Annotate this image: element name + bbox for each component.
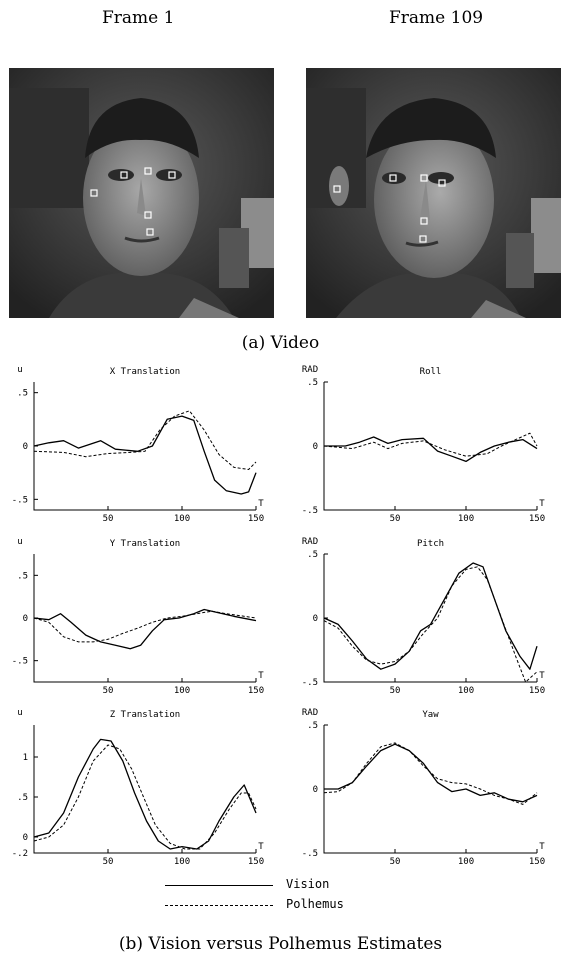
y-translation-xtick-label-50: 50 <box>103 686 114 696</box>
pitch-ytick-label-2: -.5 <box>302 678 318 688</box>
x-translation-ytick-label-2: -.5 <box>12 495 28 505</box>
roll-xtick-label-100: 100 <box>458 514 474 524</box>
y-translation-series-vision <box>33 608 257 650</box>
plot-pitch: Pitch RAD T 50 100 150 .5 0 -.5 <box>290 534 561 704</box>
plot-roll: Roll RAD T 50 100 150 .5 0 -.5 <box>290 362 561 532</box>
roll-title: Roll <box>420 367 442 377</box>
z-translation-title: Z Translation <box>110 710 180 720</box>
x-translation-series-vision <box>33 415 257 495</box>
roll-series-vision <box>324 436 538 463</box>
x-translation-axes <box>33 382 256 511</box>
legend-vision: Vision <box>160 876 420 894</box>
x-translation-xtick-label-100: 100 <box>174 514 190 524</box>
video-frame-109-image <box>306 68 561 318</box>
z-translation-ytick-label-3: -.2 <box>12 849 28 859</box>
pitch-xlabel: T <box>539 671 545 681</box>
z-translation-series-polhemus <box>33 744 257 850</box>
y-translation-ytick-label-0: .5 <box>17 571 28 581</box>
z-translation-series-vision <box>33 738 257 850</box>
x-translation-title: X Translation <box>110 367 180 377</box>
x-translation-ytick-label-1: 0 <box>23 442 28 452</box>
legend: Vision Polhemus <box>160 876 420 916</box>
yaw-xtick-label-50: 50 <box>390 857 401 867</box>
legend-polhemus: Polhemus <box>160 896 420 914</box>
z-translation-svg: Z Translation u T 50 100 150 1 .5 0 -.2 <box>12 708 265 867</box>
z-translation-axes <box>33 725 256 854</box>
frame-109-label: Frame 109 <box>389 8 484 28</box>
yaw-ytick-label-1: 0 <box>313 785 318 795</box>
y-translation-ytick-label-1: 0 <box>23 614 28 624</box>
x-translation-xtick-label-150: 150 <box>248 514 264 524</box>
pitch-axes <box>323 554 537 683</box>
roll-xlabel: T <box>539 499 545 509</box>
pitch-xtick-label-100: 100 <box>458 686 474 696</box>
plot-y-translation: Y Translation u T 50 100 150 .5 0 -.5 <box>0 534 280 704</box>
pitch-ytick-label-0: .5 <box>307 550 318 560</box>
yaw-axes <box>323 725 537 854</box>
yaw-xlabel: T <box>539 842 545 852</box>
pitch-ytick-label-1: 0 <box>313 614 318 624</box>
x-translation-xlabel: T <box>258 499 264 509</box>
x-translation-ytick-label-0: .5 <box>17 389 28 399</box>
y-translation-svg: Y Translation u T 50 100 150 .5 0 -.5 <box>12 537 265 696</box>
plot-x-translation: X Translation u T 50 100 150 .5 0 -.5 <box>0 362 280 532</box>
y-translation-ytick-label-2: -.5 <box>12 657 28 667</box>
yaw-series-vision <box>324 743 538 803</box>
frame-1-label: Frame 1 <box>102 8 175 28</box>
legend-vision-label: Vision <box>286 877 330 891</box>
roll-xtick-label-50: 50 <box>390 514 401 524</box>
pitch-title: Pitch <box>417 539 444 549</box>
y-translation-xlabel: T <box>258 671 264 681</box>
x-translation-xtick-label-50: 50 <box>103 514 114 524</box>
z-translation-ylabel: u <box>17 708 22 718</box>
video-frame-1-image <box>9 68 274 318</box>
legend-polhemus-line <box>165 905 273 906</box>
roll-axes <box>323 382 537 511</box>
roll-ytick-label-2: -.5 <box>302 506 318 516</box>
yaw-svg: Yaw RAD T 50 100 150 .5 0 -.5 <box>302 708 546 867</box>
video-caption: (a) Video <box>241 333 320 353</box>
y-translation-ylabel: u <box>17 537 22 547</box>
y-translation-title: Y Translation <box>110 539 180 549</box>
roll-ylabel: RAD <box>302 365 318 375</box>
z-translation-ytick-label-0: 1 <box>23 753 28 763</box>
y-translation-series-polhemus <box>33 610 257 643</box>
z-translation-xtick-label-100: 100 <box>174 857 190 867</box>
z-translation-ytick-label-2: 0 <box>23 833 28 843</box>
plots-caption: (b) Vision versus Polhemus Estimates <box>118 934 443 954</box>
yaw-ytick-label-2: -.5 <box>302 849 318 859</box>
pitch-ylabel: RAD <box>302 537 318 547</box>
z-translation-xtick-label-50: 50 <box>103 857 114 867</box>
roll-ytick-label-1: 0 <box>313 442 318 452</box>
pitch-svg: Pitch RAD T 50 100 150 .5 0 -.5 <box>302 537 546 696</box>
yaw-title: Yaw <box>422 710 439 720</box>
yaw-ytick-label-0: .5 <box>307 721 318 731</box>
x-translation-ylabel: u <box>17 365 22 375</box>
pitch-xtick-label-50: 50 <box>390 686 401 696</box>
yaw-ylabel: RAD <box>302 708 318 718</box>
y-translation-axes <box>33 554 256 683</box>
pitch-series-polhemus <box>323 566 538 683</box>
z-translation-xlabel: T <box>258 842 264 852</box>
roll-svg: Roll RAD T 50 100 150 .5 0 -.5 <box>302 365 546 524</box>
x-translation-svg: X Translation u T 50 100 150 .5 0 -.5 <box>12 365 265 524</box>
roll-series-polhemus <box>323 432 538 457</box>
roll-xtick-label-150: 150 <box>529 514 545 524</box>
y-translation-xtick-label-100: 100 <box>174 686 190 696</box>
plot-yaw: Yaw RAD T 50 100 150 .5 0 -.5 <box>290 705 561 875</box>
x-translation-series-polhemus <box>33 410 257 470</box>
z-translation-xtick-label-150: 150 <box>248 857 264 867</box>
y-translation-xtick-label-150: 150 <box>248 686 264 696</box>
plot-z-translation: Z Translation u T 50 100 150 1 .5 0 -.2 <box>0 705 280 875</box>
pitch-series-vision <box>323 562 538 670</box>
legend-polhemus-label: Polhemus <box>286 897 344 911</box>
z-translation-ytick-label-1: .5 <box>17 793 28 803</box>
yaw-xtick-label-150: 150 <box>529 857 545 867</box>
yaw-xtick-label-100: 100 <box>458 857 474 867</box>
roll-ytick-label-0: .5 <box>307 378 318 388</box>
legend-vision-line <box>165 885 273 886</box>
pitch-xtick-label-150: 150 <box>529 686 545 696</box>
